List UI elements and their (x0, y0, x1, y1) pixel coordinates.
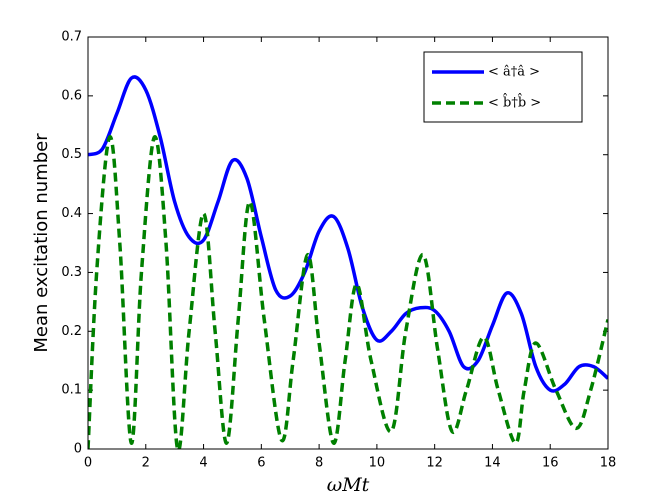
x-tick-label: 0 (84, 456, 92, 471)
y-tick-label: 0.1 (61, 383, 82, 398)
x-tick-label: 14 (484, 456, 501, 471)
legend-label: < b̂†b̂ > (488, 93, 541, 111)
y-tick-label: 0.4 (61, 206, 82, 221)
y-tick-label: 0.2 (61, 324, 82, 339)
x-tick-label: 6 (257, 456, 265, 471)
y-axis-label: Mean excitation number (31, 133, 52, 353)
x-tick-label: 10 (369, 456, 386, 471)
legend-label: < â†â > (488, 65, 540, 80)
x-tick-label: 4 (199, 456, 207, 471)
y-tick-label: 0.6 (61, 88, 82, 103)
x-tick-label: 12 (426, 456, 443, 471)
x-tick-label: 16 (542, 456, 559, 471)
x-axis-label: ωMt (327, 474, 370, 496)
y-tick-label: 0.5 (61, 147, 82, 162)
legend (423, 51, 583, 123)
plot-frame (87, 36, 609, 450)
x-tick-label: 2 (142, 456, 150, 471)
y-tick-label: 0.7 (61, 30, 82, 45)
y-tick-label: 0 (74, 442, 82, 457)
x-tick-label: 8 (315, 456, 323, 471)
series-line (88, 135, 608, 449)
x-tick-label: 18 (600, 456, 617, 471)
series-line (88, 75, 608, 393)
y-tick-label: 0.3 (61, 265, 82, 280)
